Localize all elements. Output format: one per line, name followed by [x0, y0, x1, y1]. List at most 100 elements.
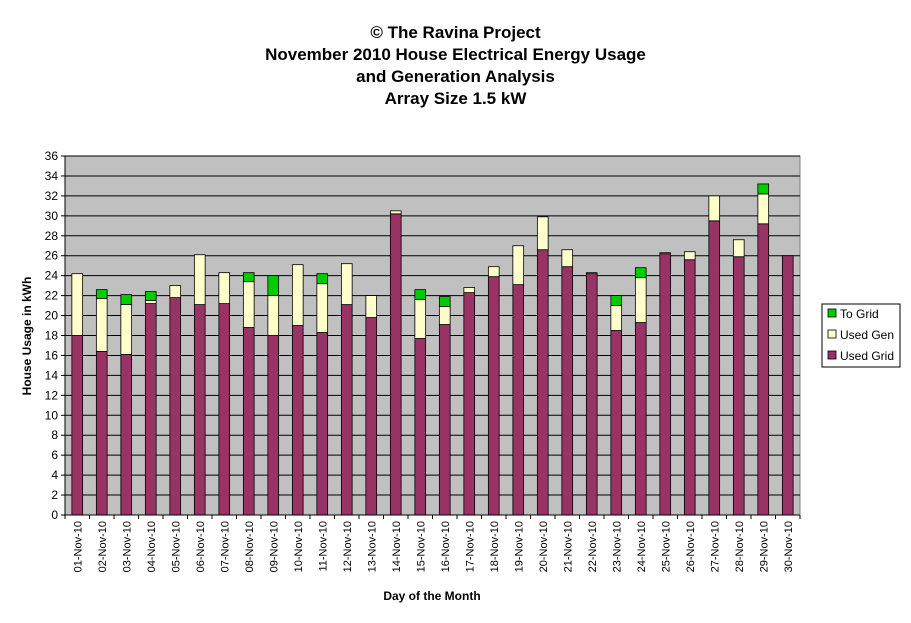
bar-used-grid: [708, 220, 721, 516]
y-tick-label: 20: [45, 309, 59, 323]
x-tick-label: 30-Nov-10: [783, 521, 795, 572]
y-axis-label: House Usage in kWh: [20, 277, 34, 396]
legend-label: To Grid: [840, 307, 879, 321]
bar-used-gen: [120, 304, 133, 355]
bar-to-grid: [634, 267, 647, 279]
bar-used-gen: [193, 254, 206, 305]
x-tick-label: 04-Nov-10: [146, 521, 158, 572]
x-tick-label: 16-Nov-10: [440, 521, 452, 572]
bar-used-grid: [659, 253, 672, 516]
bar-used-grid: [316, 332, 329, 516]
y-tick-label: 18: [45, 329, 59, 343]
bar-used-grid: [781, 255, 794, 516]
bar-used-gen: [71, 273, 84, 336]
bar-used-grid: [536, 249, 549, 516]
y-tick-label: 8: [51, 428, 58, 442]
bar-used-grid: [585, 273, 598, 516]
bar-used-gen: [585, 272, 598, 275]
bar-used-grid: [291, 325, 304, 516]
bar-to-grid: [267, 275, 280, 297]
title-line-1: © The Ravina Project: [370, 23, 541, 42]
bar-used-gen: [536, 216, 549, 251]
bar-used-gen: [389, 210, 402, 215]
bar-used-gen: [757, 193, 770, 225]
bar-used-grid: [242, 327, 255, 516]
bar-used-grid: [95, 351, 108, 516]
y-tick-label: 14: [45, 368, 59, 382]
y-tick-label: 10: [45, 408, 59, 422]
y-tick-label: 2: [51, 488, 58, 502]
chart-title: © The Ravina Project November 2010 House…: [0, 22, 911, 110]
y-tick-label: 0: [51, 508, 58, 522]
x-tick-label: 06-Nov-10: [195, 521, 207, 572]
title-line-3: and Generation Analysis: [356, 67, 555, 86]
axes: [61, 155, 801, 519]
bar-used-grid: [218, 303, 231, 516]
x-tick-label: 17-Nov-10: [464, 521, 476, 572]
bar-to-grid: [610, 295, 623, 306]
legend-swatch: [827, 350, 837, 360]
bar-used-grid: [512, 284, 525, 516]
bar-used-grid: [193, 304, 206, 516]
y-tick-label: 22: [45, 289, 59, 303]
x-tick-label: 25-Nov-10: [660, 521, 672, 572]
bar-to-grid: [242, 272, 255, 283]
x-tick-label: 27-Nov-10: [709, 521, 721, 572]
legend-label: Used Gen: [840, 328, 894, 342]
bar-to-grid: [414, 289, 427, 300]
y-tick-label: 4: [51, 468, 58, 482]
x-tick-label: 02-Nov-10: [97, 521, 109, 572]
x-tick-label: 13-Nov-10: [366, 521, 378, 572]
x-axis-label: Day of the Month: [383, 589, 480, 603]
x-tick-label: 12-Nov-10: [342, 521, 354, 572]
bar-used-grid: [463, 292, 476, 516]
bar-used-grid: [487, 276, 500, 516]
x-tick-label: 05-Nov-10: [170, 521, 182, 572]
y-tick-label: 6: [51, 448, 58, 462]
bar-used-grid: [340, 304, 353, 516]
bar-used-grid: [683, 259, 696, 516]
legend: To Grid Used Gen Used Grid: [821, 303, 901, 368]
legend-swatch: [827, 329, 837, 339]
bar-used-grid: [414, 338, 427, 516]
bar-used-grid: [389, 213, 402, 516]
title-line-2: November 2010 House Electrical Energy Us…: [265, 45, 646, 64]
bar-to-grid: [144, 291, 157, 301]
y-tick-label: 30: [45, 209, 59, 223]
x-tick-label: 24-Nov-10: [636, 521, 648, 572]
bar-used-gen: [218, 272, 231, 304]
bar-used-grid: [71, 335, 84, 516]
bar-used-grid: [732, 256, 745, 516]
y-tick-label: 28: [45, 229, 59, 243]
gridlines: [65, 155, 800, 496]
bar-used-gen: [144, 300, 157, 304]
bars: [71, 183, 794, 516]
x-tick-label: 01-Nov-10: [72, 521, 84, 572]
x-tick-label: 20-Nov-10: [538, 521, 550, 572]
x-tick-label: 15-Nov-10: [415, 521, 427, 572]
bar-used-grid: [267, 335, 280, 516]
bar-to-grid: [95, 289, 108, 300]
bar-to-grid: [316, 273, 329, 285]
bar-used-gen: [267, 295, 280, 336]
bar-used-gen: [683, 251, 696, 261]
bar-used-grid: [634, 322, 647, 516]
bar-used-gen: [438, 306, 451, 325]
bar-to-grid: [757, 183, 770, 195]
y-tick-label: 16: [45, 348, 59, 362]
bar-used-grid: [438, 324, 451, 516]
bar-used-gen: [169, 285, 182, 299]
x-tick-label: 22-Nov-10: [587, 521, 599, 572]
bar-used-gen: [95, 298, 108, 352]
x-tick-label: 07-Nov-10: [219, 521, 231, 572]
y-tick-label: 26: [45, 249, 59, 263]
bar-to-grid: [120, 294, 133, 305]
bar-used-gen: [610, 305, 623, 331]
bar-used-grid: [120, 354, 133, 516]
bar-used-grid: [365, 317, 378, 516]
x-tick-labels: 01-Nov-10 02-Nov-10 03-Nov-10 04-Nov-10 05-N…: [72, 521, 795, 572]
bar-used-grid: [610, 330, 623, 516]
bar-used-gen: [732, 239, 745, 258]
bar-used-gen: [242, 281, 255, 328]
